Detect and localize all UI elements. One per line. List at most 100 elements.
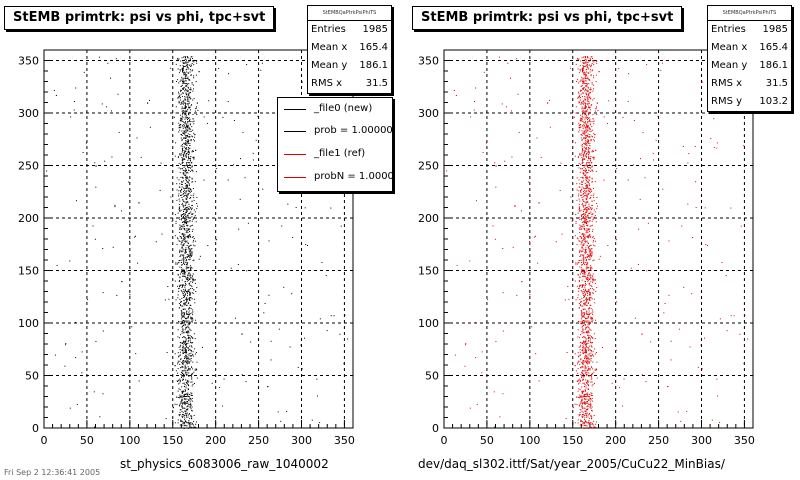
scatter-point <box>583 422 585 424</box>
scatter-point <box>102 248 104 250</box>
scatter-point <box>180 267 182 269</box>
scatter-point <box>588 235 590 237</box>
scatter-point <box>186 357 188 359</box>
scatter-point <box>218 67 220 69</box>
scatter-point <box>180 289 182 291</box>
scatter-point <box>187 140 189 142</box>
scatter-point <box>582 260 584 262</box>
scatter-point <box>138 202 140 204</box>
scatter-point <box>185 360 187 362</box>
scatter-point <box>668 294 670 296</box>
scatter-point <box>189 217 191 219</box>
scatter-point <box>53 89 55 91</box>
scatter-point <box>576 263 578 265</box>
x-tick-label: 50 <box>80 434 94 447</box>
scatter-point <box>182 221 184 223</box>
scatter-point <box>94 162 96 164</box>
scatter-point <box>590 266 592 268</box>
scatter-point <box>577 383 579 385</box>
scatter-point <box>591 83 593 85</box>
scatter-point <box>586 277 588 279</box>
scatter-point <box>592 156 594 158</box>
scatter-point <box>587 98 589 100</box>
scatter-point <box>65 343 67 345</box>
scatter-point <box>501 103 503 105</box>
scatter-point <box>584 351 586 353</box>
scatter-point <box>587 141 589 143</box>
scatter-point <box>189 423 191 425</box>
scatter-point <box>185 385 187 387</box>
scatter-point <box>184 281 186 283</box>
right-stats-label: RMS y <box>711 96 743 107</box>
scatter-point <box>584 288 586 290</box>
scatter-point <box>710 138 712 140</box>
scatter-point <box>590 285 592 287</box>
scatter-point <box>585 371 587 373</box>
scatter-point <box>189 277 191 279</box>
scatter-point <box>193 157 195 159</box>
scatter-point <box>582 67 584 69</box>
scatter-point <box>583 270 585 272</box>
scatter-point <box>578 195 580 197</box>
scatter-point <box>587 414 589 416</box>
scatter-point <box>595 221 597 223</box>
scatter-point <box>509 77 511 79</box>
scatter-point <box>182 270 184 272</box>
scatter-point <box>587 139 589 141</box>
scatter-point <box>186 304 188 306</box>
left-stats-value: 186.1 <box>359 60 388 71</box>
scatter-point <box>584 286 586 288</box>
scatter-point <box>593 84 595 86</box>
scatter-point <box>192 88 194 90</box>
scatter-point <box>584 143 586 145</box>
scatter-point <box>183 256 185 258</box>
scatter-point <box>184 98 186 100</box>
scatter-point <box>185 347 187 349</box>
scatter-point <box>586 358 588 360</box>
scatter-point <box>181 254 183 256</box>
scatter-point <box>590 254 592 256</box>
scatter-point <box>582 145 584 147</box>
scatter-point <box>594 136 596 138</box>
scatter-point <box>584 205 586 207</box>
scatter-point <box>183 312 185 314</box>
scatter-point <box>179 210 181 212</box>
scatter-point <box>64 365 66 367</box>
scatter-point <box>185 367 187 369</box>
scatter-point <box>185 260 187 262</box>
scatter-point <box>189 163 191 165</box>
scatter-point <box>590 297 592 299</box>
scatter-point <box>595 369 597 371</box>
scatter-point <box>586 304 588 306</box>
scatter-point <box>184 148 186 150</box>
scatter-point <box>185 381 187 383</box>
scatter-point <box>577 156 579 158</box>
scatter-point <box>182 391 184 393</box>
scatter-point <box>183 374 185 376</box>
scatter-point <box>184 318 186 320</box>
scatter-point <box>555 241 557 243</box>
x-tick-label: 200 <box>205 434 226 447</box>
scatter-point <box>581 162 583 164</box>
scatter-point <box>186 358 188 360</box>
scatter-point <box>181 402 183 404</box>
scatter-point <box>581 244 583 246</box>
scatter-point <box>197 205 199 207</box>
scatter-point <box>591 336 593 338</box>
scatter-point <box>652 152 654 154</box>
scatter-point <box>592 383 594 385</box>
scatter-point <box>588 332 590 334</box>
scatter-point <box>186 64 188 66</box>
scatter-point <box>186 408 188 410</box>
scatter-point <box>583 217 585 219</box>
scatter-point <box>583 336 585 338</box>
scatter-point <box>578 91 580 93</box>
scatter-point <box>192 351 194 353</box>
scatter-point <box>590 121 592 123</box>
scatter-point <box>586 342 588 344</box>
scatter-point <box>634 317 636 319</box>
scatter-point <box>189 321 191 323</box>
scatter-point <box>581 183 583 185</box>
scatter-point <box>179 154 181 156</box>
scatter-point <box>188 79 190 81</box>
